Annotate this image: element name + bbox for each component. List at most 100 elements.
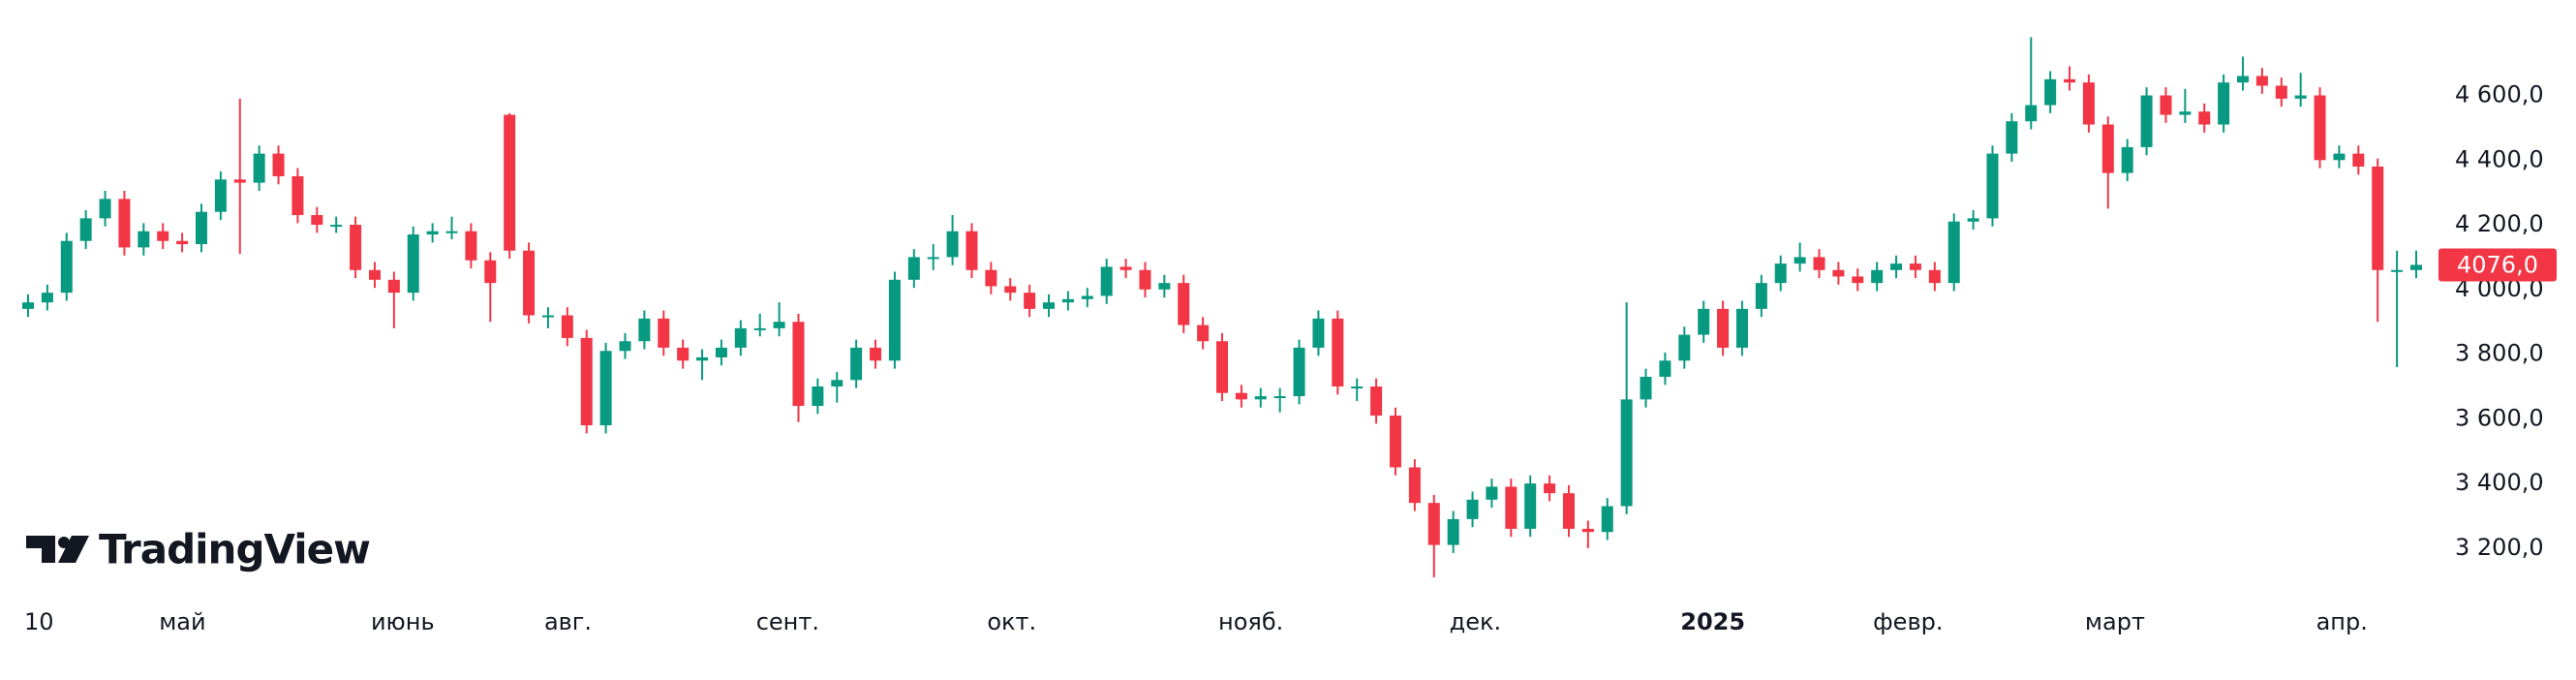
candle-body [484,260,497,284]
candle-body [966,231,978,270]
candle-body [870,347,882,361]
candle-body [2391,269,2404,272]
logo: TradingView [26,526,371,573]
candle-body [387,279,400,294]
candle-body [2198,111,2211,125]
x-tick-label: дек. [1450,608,1501,635]
candle-body [1235,392,1247,400]
candle-body [734,327,747,348]
candle-body [1890,263,1903,270]
candle-body [233,179,246,183]
candle-body [214,179,227,212]
candle-body [1659,360,1671,377]
candle-body [2179,111,2192,115]
candle-body [465,231,477,261]
candle-body [1043,302,1056,309]
candle-body [1139,269,1151,290]
logo-icon [58,536,89,563]
candle-body [2160,95,2172,115]
candle-body [1967,218,1979,222]
x-tick-label: нояб. [1218,608,1283,635]
candle-body [2218,82,2230,125]
y-tick-label: 4 600,0 [2455,80,2544,108]
candle-body [1909,263,1921,270]
candle-body [41,293,53,303]
candle-body [2025,105,2038,122]
candle-body [696,356,709,361]
candle-body [1735,308,1748,348]
candle-body [1100,266,1113,296]
candle-body [638,318,651,342]
candle-body [2237,76,2250,83]
candle-body [523,250,536,316]
candle-body [1119,266,1132,270]
candle-body [2140,95,2153,147]
last-price-box [2438,248,2557,282]
candle-body [1928,269,1941,284]
candle-body [2006,121,2018,154]
candle-body [99,199,111,219]
candle-body [1004,286,1017,294]
x-tick-label: 2025 [1680,608,1745,635]
y-tick-label: 4 400,0 [2455,145,2544,172]
x-tick-label: сент. [756,608,819,635]
candle-body [1774,263,1787,284]
candle-body [1024,293,1036,309]
candle-body [2121,146,2133,173]
candle-body [1293,347,1305,397]
x-tick-label: окт. [987,608,1036,635]
candle-body [1216,341,1228,393]
candle-body [658,318,670,348]
candle-body [138,231,150,248]
candle-body [888,279,901,361]
candle-body [176,240,189,245]
candle-body [1986,153,1999,219]
candle-body [2101,124,2114,173]
candle-body [1389,416,1401,468]
candle-body [1158,283,1171,290]
candle-body [1544,483,1556,494]
candle-body [1813,257,1825,270]
candle-body [580,337,593,426]
candle-body [1312,318,1325,348]
candle-body [1332,318,1344,386]
candle-body [1408,467,1421,504]
candle-body [1832,269,1845,277]
candle-body [1562,493,1575,529]
x-tick-label: 10 [24,608,54,635]
candle-body [831,380,843,386]
candle-body [946,231,959,258]
candle-body [1678,334,1691,361]
candle-body [368,269,381,280]
candle-body [1197,325,1210,342]
candle-body [561,315,573,338]
candle-body [1581,528,1594,533]
candle-body [1427,503,1440,545]
candle-body [2275,85,2287,99]
x-tick-label: июнь [371,608,435,635]
candle-body [2372,166,2384,270]
logo-icon [26,536,55,563]
x-tick-label: авг. [544,608,592,635]
candle-body [985,269,997,287]
candle-body [812,386,824,407]
candle-body [753,327,766,330]
candle-body [1794,257,1806,264]
candle-body [619,341,631,352]
candle-body [927,257,939,260]
candle-body [1370,386,1383,417]
candle-body [2064,78,2076,83]
candle-body [1081,295,1093,299]
candle-body [792,322,805,407]
candle-body [1947,221,1960,284]
candle-body [291,175,304,216]
candle-body [157,231,169,241]
candle-body [715,347,727,357]
y-tick-label: 3 200,0 [2455,534,2544,561]
candle-body [1351,386,1364,388]
candle-body [1755,283,1767,309]
y-tick-label: 3 800,0 [2455,340,2544,367]
candle-body [1698,308,1710,335]
candle-body [677,347,690,361]
y-tick-label: 4 200,0 [2455,210,2544,237]
